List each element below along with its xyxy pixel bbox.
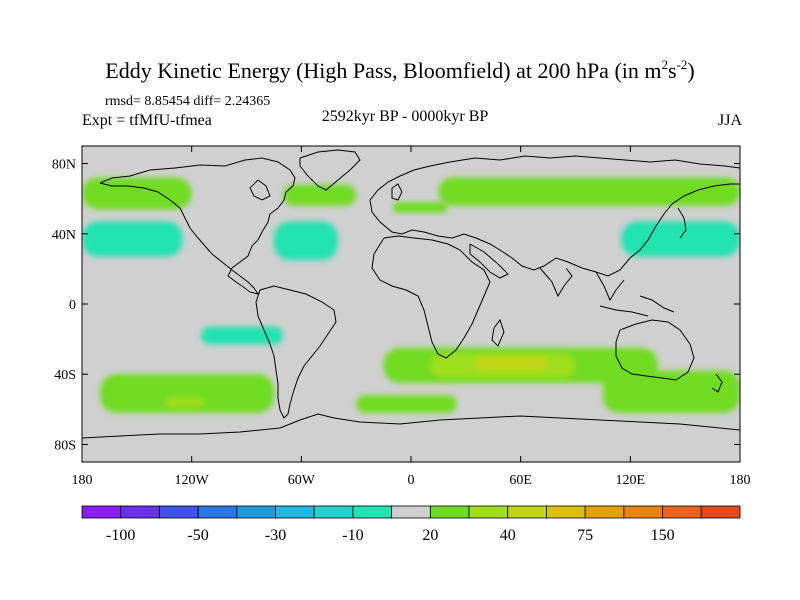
lon-tick-label: 180	[730, 473, 751, 488]
lat-tick-label: 80S	[54, 438, 76, 453]
colorbar-swatch	[159, 505, 199, 519]
s-atlantic-green-blob	[356, 395, 457, 413]
lat-tick-label: 80N	[52, 158, 76, 173]
coast-india	[539, 267, 573, 298]
coast-antarctica	[82, 413, 740, 439]
colorbar-swatch	[352, 505, 393, 519]
coast-australia	[615, 319, 695, 381]
coast-new-zealand	[711, 373, 723, 393]
coast-indonesia	[599, 295, 675, 317]
lon-tick-label: 120E	[616, 473, 646, 488]
stats-text: rmsd= 8.85454 diff= 2.24365	[105, 94, 271, 109]
coast-south-america	[255, 285, 337, 419]
colorbar-label: 40	[500, 527, 516, 544]
colorbar-label: -30	[265, 527, 286, 544]
colorbar-swatch	[236, 505, 276, 519]
colorbar-swatch	[468, 505, 509, 519]
coast-eurasia-north	[369, 155, 740, 201]
colorbar	[81, 505, 741, 519]
lat-tick-label: 40N	[52, 228, 76, 243]
coastlines	[82, 149, 740, 439]
colorbar-swatch	[120, 505, 160, 519]
colorbar-swatch	[584, 505, 625, 519]
colorbar-label: -10	[342, 527, 363, 544]
n-atlantic-green-band	[283, 184, 357, 206]
colorbar-swatch	[623, 505, 663, 519]
colorbar-swatch	[313, 505, 354, 519]
coast-hudson-bay	[249, 179, 271, 201]
colorbar-swatch	[662, 505, 702, 519]
n-siberia-green-band	[438, 177, 740, 206]
s-indian-yellow-core	[474, 356, 549, 371]
coast-arabia	[469, 243, 509, 279]
lon-tick-label: 120W	[175, 473, 210, 488]
colorbar-swatch	[81, 505, 122, 519]
axis-ticks	[81, 146, 741, 462]
n-atlantic-cyan-blob	[273, 221, 338, 261]
colorbar-swatch	[546, 505, 586, 519]
coast-japan	[677, 207, 687, 239]
colorbar-swatch	[275, 505, 315, 519]
colorbar-swatch	[391, 505, 431, 519]
colorbar-swatch	[700, 505, 741, 519]
experiment-label: Expt = tfMfU-tfmea	[82, 112, 212, 129]
colorbar-label: 75	[577, 527, 593, 544]
axis-labels: 80N 40N 0 40S 80S 180 120W 60W 0 60E 120E 180	[52, 158, 751, 488]
coast-africa	[371, 235, 491, 359]
chart-title: Eddy Kinetic Energy (High Pass, Bloomfie…	[105, 57, 695, 83]
s-pacific-green-blob	[100, 374, 274, 413]
coast-southeast-asia	[595, 271, 625, 302]
n-europe-green-strip	[392, 202, 448, 213]
anomaly-field	[82, 177, 740, 413]
coast-greenland	[299, 149, 361, 191]
colorbar-label: -100	[106, 527, 135, 544]
period-label: 2592kyr BP - 0000kyr BP	[321, 108, 489, 125]
s-pacific-cyan-blob	[200, 326, 284, 345]
colorbar-swatch	[507, 505, 547, 519]
s-pacific-yellow-green-core	[164, 397, 205, 408]
lon-tick-label: 0	[408, 473, 415, 488]
lon-tick-label: 60E	[509, 473, 532, 488]
colorbar-label: 150	[651, 527, 675, 544]
colorbar-swatch	[429, 505, 470, 519]
lat-tick-label: 40S	[54, 368, 76, 383]
lat-tick-label: 0	[69, 298, 76, 313]
n-pacific-cyan-band	[82, 221, 183, 257]
coast-madagascar	[491, 318, 505, 347]
season-label: JJA	[717, 112, 742, 129]
colorbar-labels: -100 -50 -30 -10 20 40 75 150	[106, 527, 675, 544]
sw-pacific-green-blob	[602, 370, 740, 413]
colorbar-swatch	[197, 505, 238, 519]
coast-north-america	[99, 157, 296, 295]
colorbar-label: -50	[187, 527, 208, 544]
coast-britain	[391, 183, 403, 201]
lon-tick-label: 60W	[288, 473, 316, 488]
nw-pacific-cyan-band	[621, 221, 740, 257]
lon-tick-label: 180	[72, 473, 93, 488]
coast-europe-south	[369, 183, 740, 277]
colorbar-label: 20	[422, 527, 438, 544]
